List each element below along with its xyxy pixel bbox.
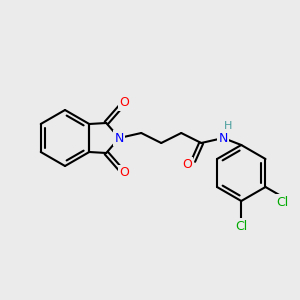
Text: H: H	[224, 121, 232, 131]
Text: O: O	[182, 158, 192, 172]
Text: O: O	[119, 167, 129, 179]
Text: Cl: Cl	[277, 196, 289, 208]
Text: Cl: Cl	[235, 220, 248, 232]
Text: N: N	[219, 131, 228, 145]
Text: N: N	[115, 131, 124, 145]
Text: O: O	[119, 97, 129, 110]
